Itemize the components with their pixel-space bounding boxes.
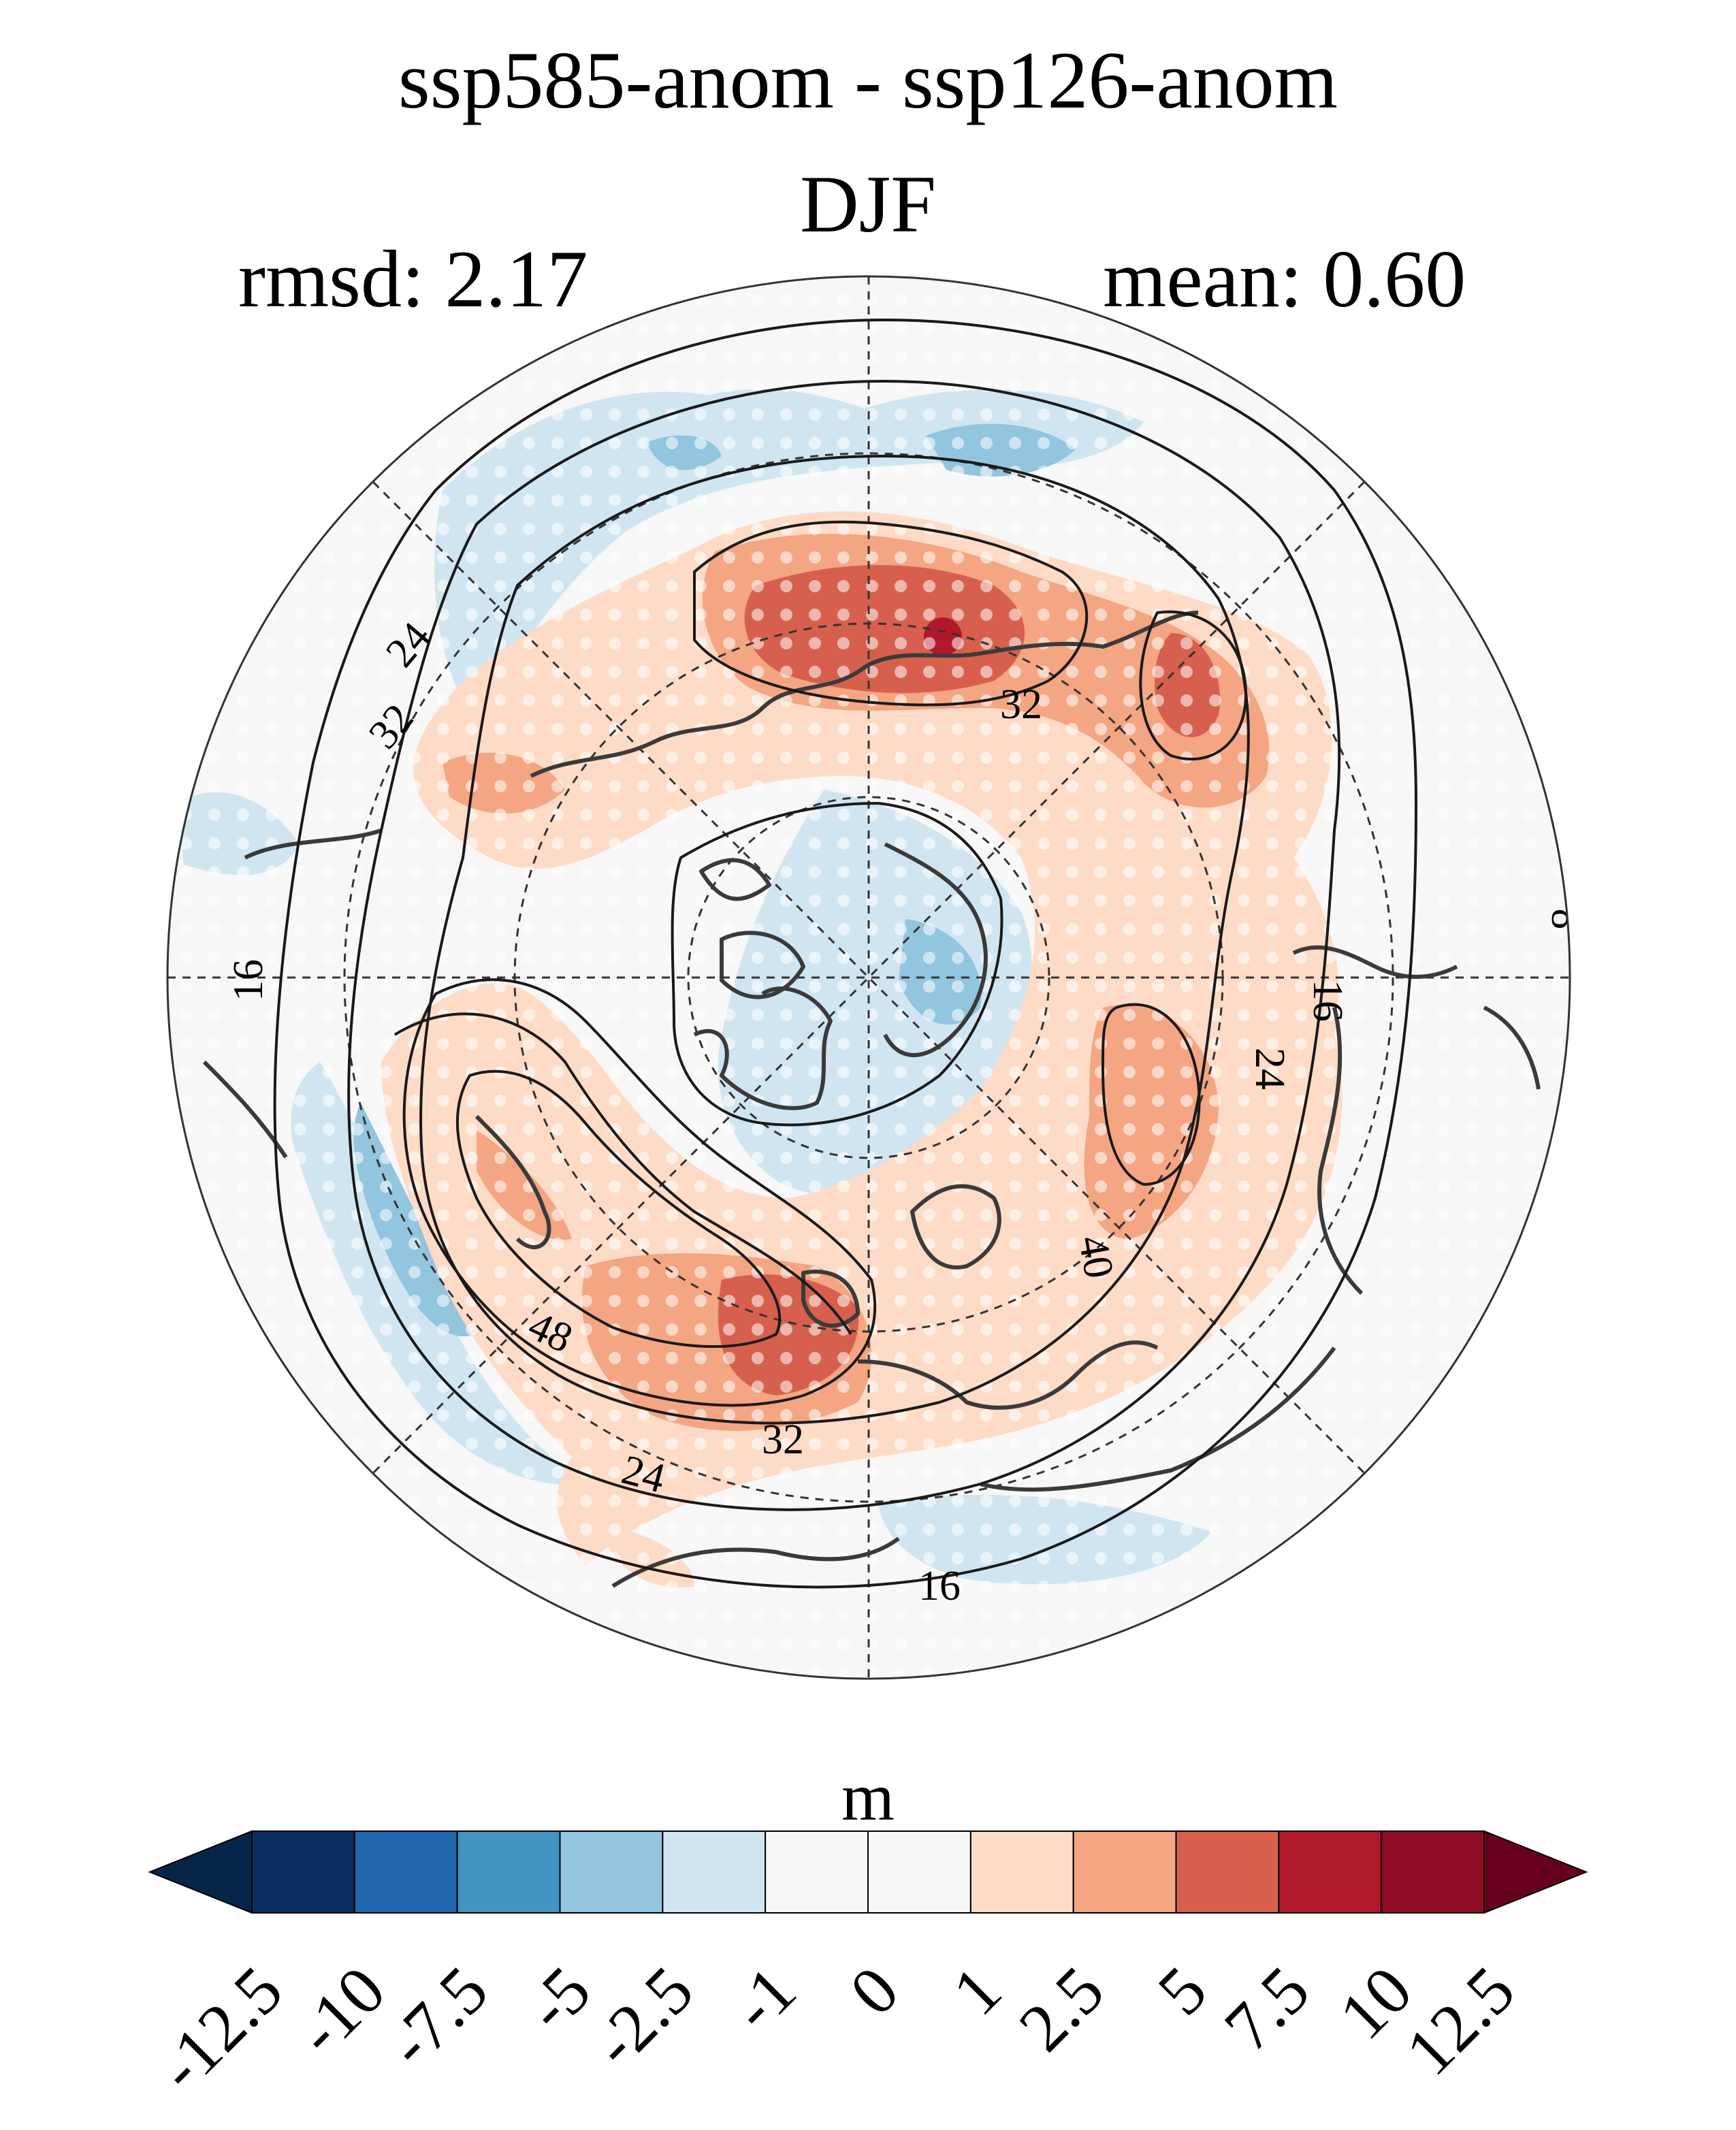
colorbar-tick-label: 5 xyxy=(1144,1952,1221,2029)
colorbar-tick-label: 2.5 xyxy=(1005,1952,1119,2065)
colorbar-box xyxy=(867,1830,971,1914)
contour-label-32-south: 32 xyxy=(762,1417,804,1463)
colorbar-box xyxy=(251,1830,355,1914)
rmsd-label: rmsd: 2.17 xyxy=(238,233,588,324)
colorbar-box xyxy=(1278,1830,1383,1914)
colorbar-box xyxy=(765,1830,869,1914)
colorbar-tick-label: -10 xyxy=(282,1952,400,2069)
coastlines xyxy=(202,611,1541,1588)
graticule xyxy=(167,276,1570,1679)
mean-label: mean: 0.60 xyxy=(1103,233,1466,324)
colorbar-tick-label: 12.5 xyxy=(1392,1952,1529,2089)
colorbar-over-triangle xyxy=(1483,1830,1588,1914)
contour-label-8: 8 xyxy=(1543,909,1589,930)
contour-label-40: 40 xyxy=(1070,1232,1123,1282)
colorbar-tick-label: -1 xyxy=(717,1952,810,2045)
colorbar-tick-label: -12.5 xyxy=(143,1952,297,2105)
colorbar-box xyxy=(662,1830,767,1914)
contour-label-16-west: 16 xyxy=(225,959,272,1001)
colorbar-box xyxy=(1381,1830,1485,1914)
colorbar-tick-label: 1 xyxy=(938,1952,1016,2029)
season-label: DJF xyxy=(799,159,937,249)
contour-label-24-east: 24 xyxy=(1247,1048,1293,1090)
colorbar-box xyxy=(1072,1830,1177,1914)
contour-label-16-east: 16 xyxy=(1304,980,1351,1022)
colorbar-tick-label: -2.5 xyxy=(578,1952,707,2081)
colorbar-boxes xyxy=(251,1830,1485,1914)
colorbar-box xyxy=(969,1830,1074,1914)
colorbar-tick-label: 7.5 xyxy=(1210,1952,1323,2065)
climatology-contours xyxy=(273,318,1418,1589)
contour-label-16-south: 16 xyxy=(918,1563,961,1609)
colorbar-box xyxy=(456,1830,561,1914)
colorbar-box xyxy=(559,1830,664,1914)
colorbar-tick-label: 0 xyxy=(835,1952,913,2029)
colorbar-under-triangle xyxy=(148,1830,253,1914)
colorbar-tick-label: -7.5 xyxy=(372,1952,502,2081)
colorbar-box xyxy=(353,1830,458,1914)
colorbar-box xyxy=(1175,1830,1280,1914)
contour-label-32-north: 32 xyxy=(1000,681,1042,728)
colorbar-unit-label: m xyxy=(841,1759,895,1835)
figure-title: ssp585-anom - ssp126-anom xyxy=(398,35,1338,125)
map-boundary xyxy=(166,275,1571,1680)
